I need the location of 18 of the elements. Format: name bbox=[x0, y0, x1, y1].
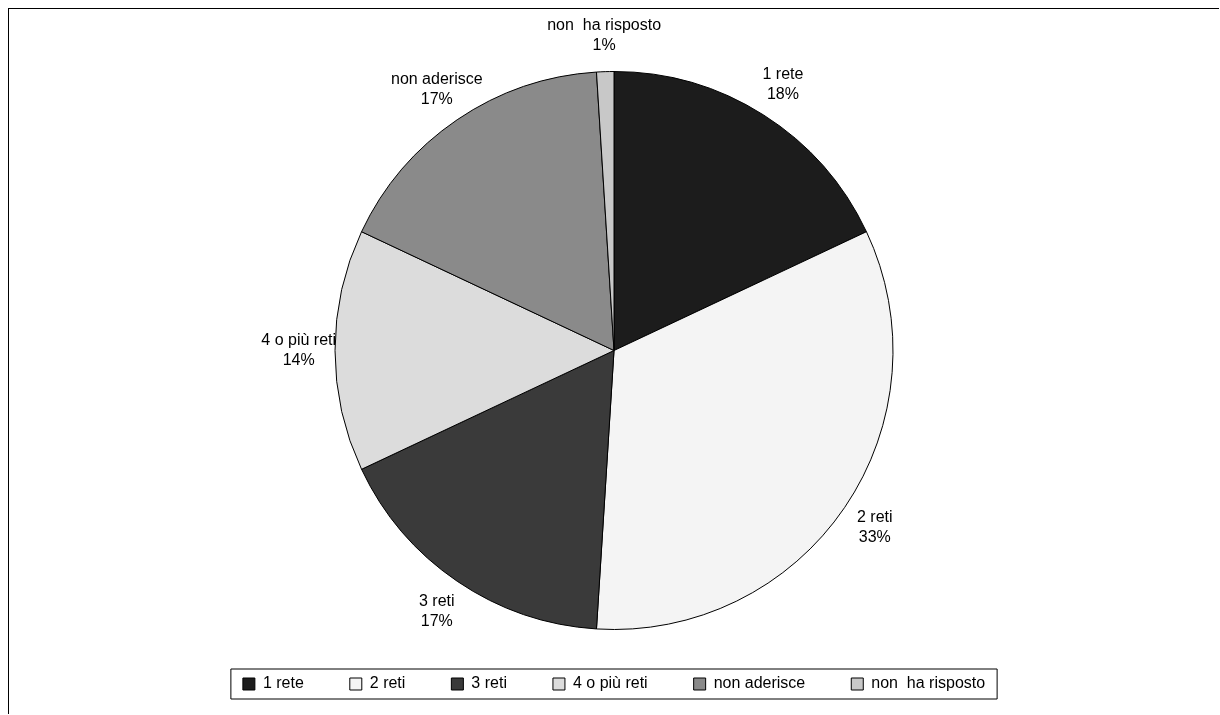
slice-label: 1 rete bbox=[762, 64, 804, 82]
data-label: 17% bbox=[420, 90, 453, 108]
slice-label: non ha risposto bbox=[547, 15, 662, 33]
slice-label: 2 reti bbox=[856, 508, 893, 526]
legend-label: non aderisce bbox=[713, 674, 806, 692]
legend-label: non ha risposto bbox=[871, 674, 986, 692]
data-label: 1% bbox=[592, 35, 616, 53]
data-label: 33% bbox=[858, 528, 891, 546]
data-label: 14% bbox=[282, 350, 315, 368]
slice-label: 3 reti bbox=[419, 591, 455, 609]
legend-label: 4 o più reti bbox=[572, 674, 648, 692]
slice-label: 4 o più reti bbox=[261, 330, 337, 348]
legend-label: 3 reti bbox=[471, 674, 507, 692]
legend-label: 2 reti bbox=[369, 674, 406, 692]
data-label: 17% bbox=[420, 611, 453, 629]
data-label: 18% bbox=[766, 84, 799, 102]
legend-label: 1 rete bbox=[262, 674, 304, 692]
slice-label: non aderisce bbox=[390, 70, 483, 88]
